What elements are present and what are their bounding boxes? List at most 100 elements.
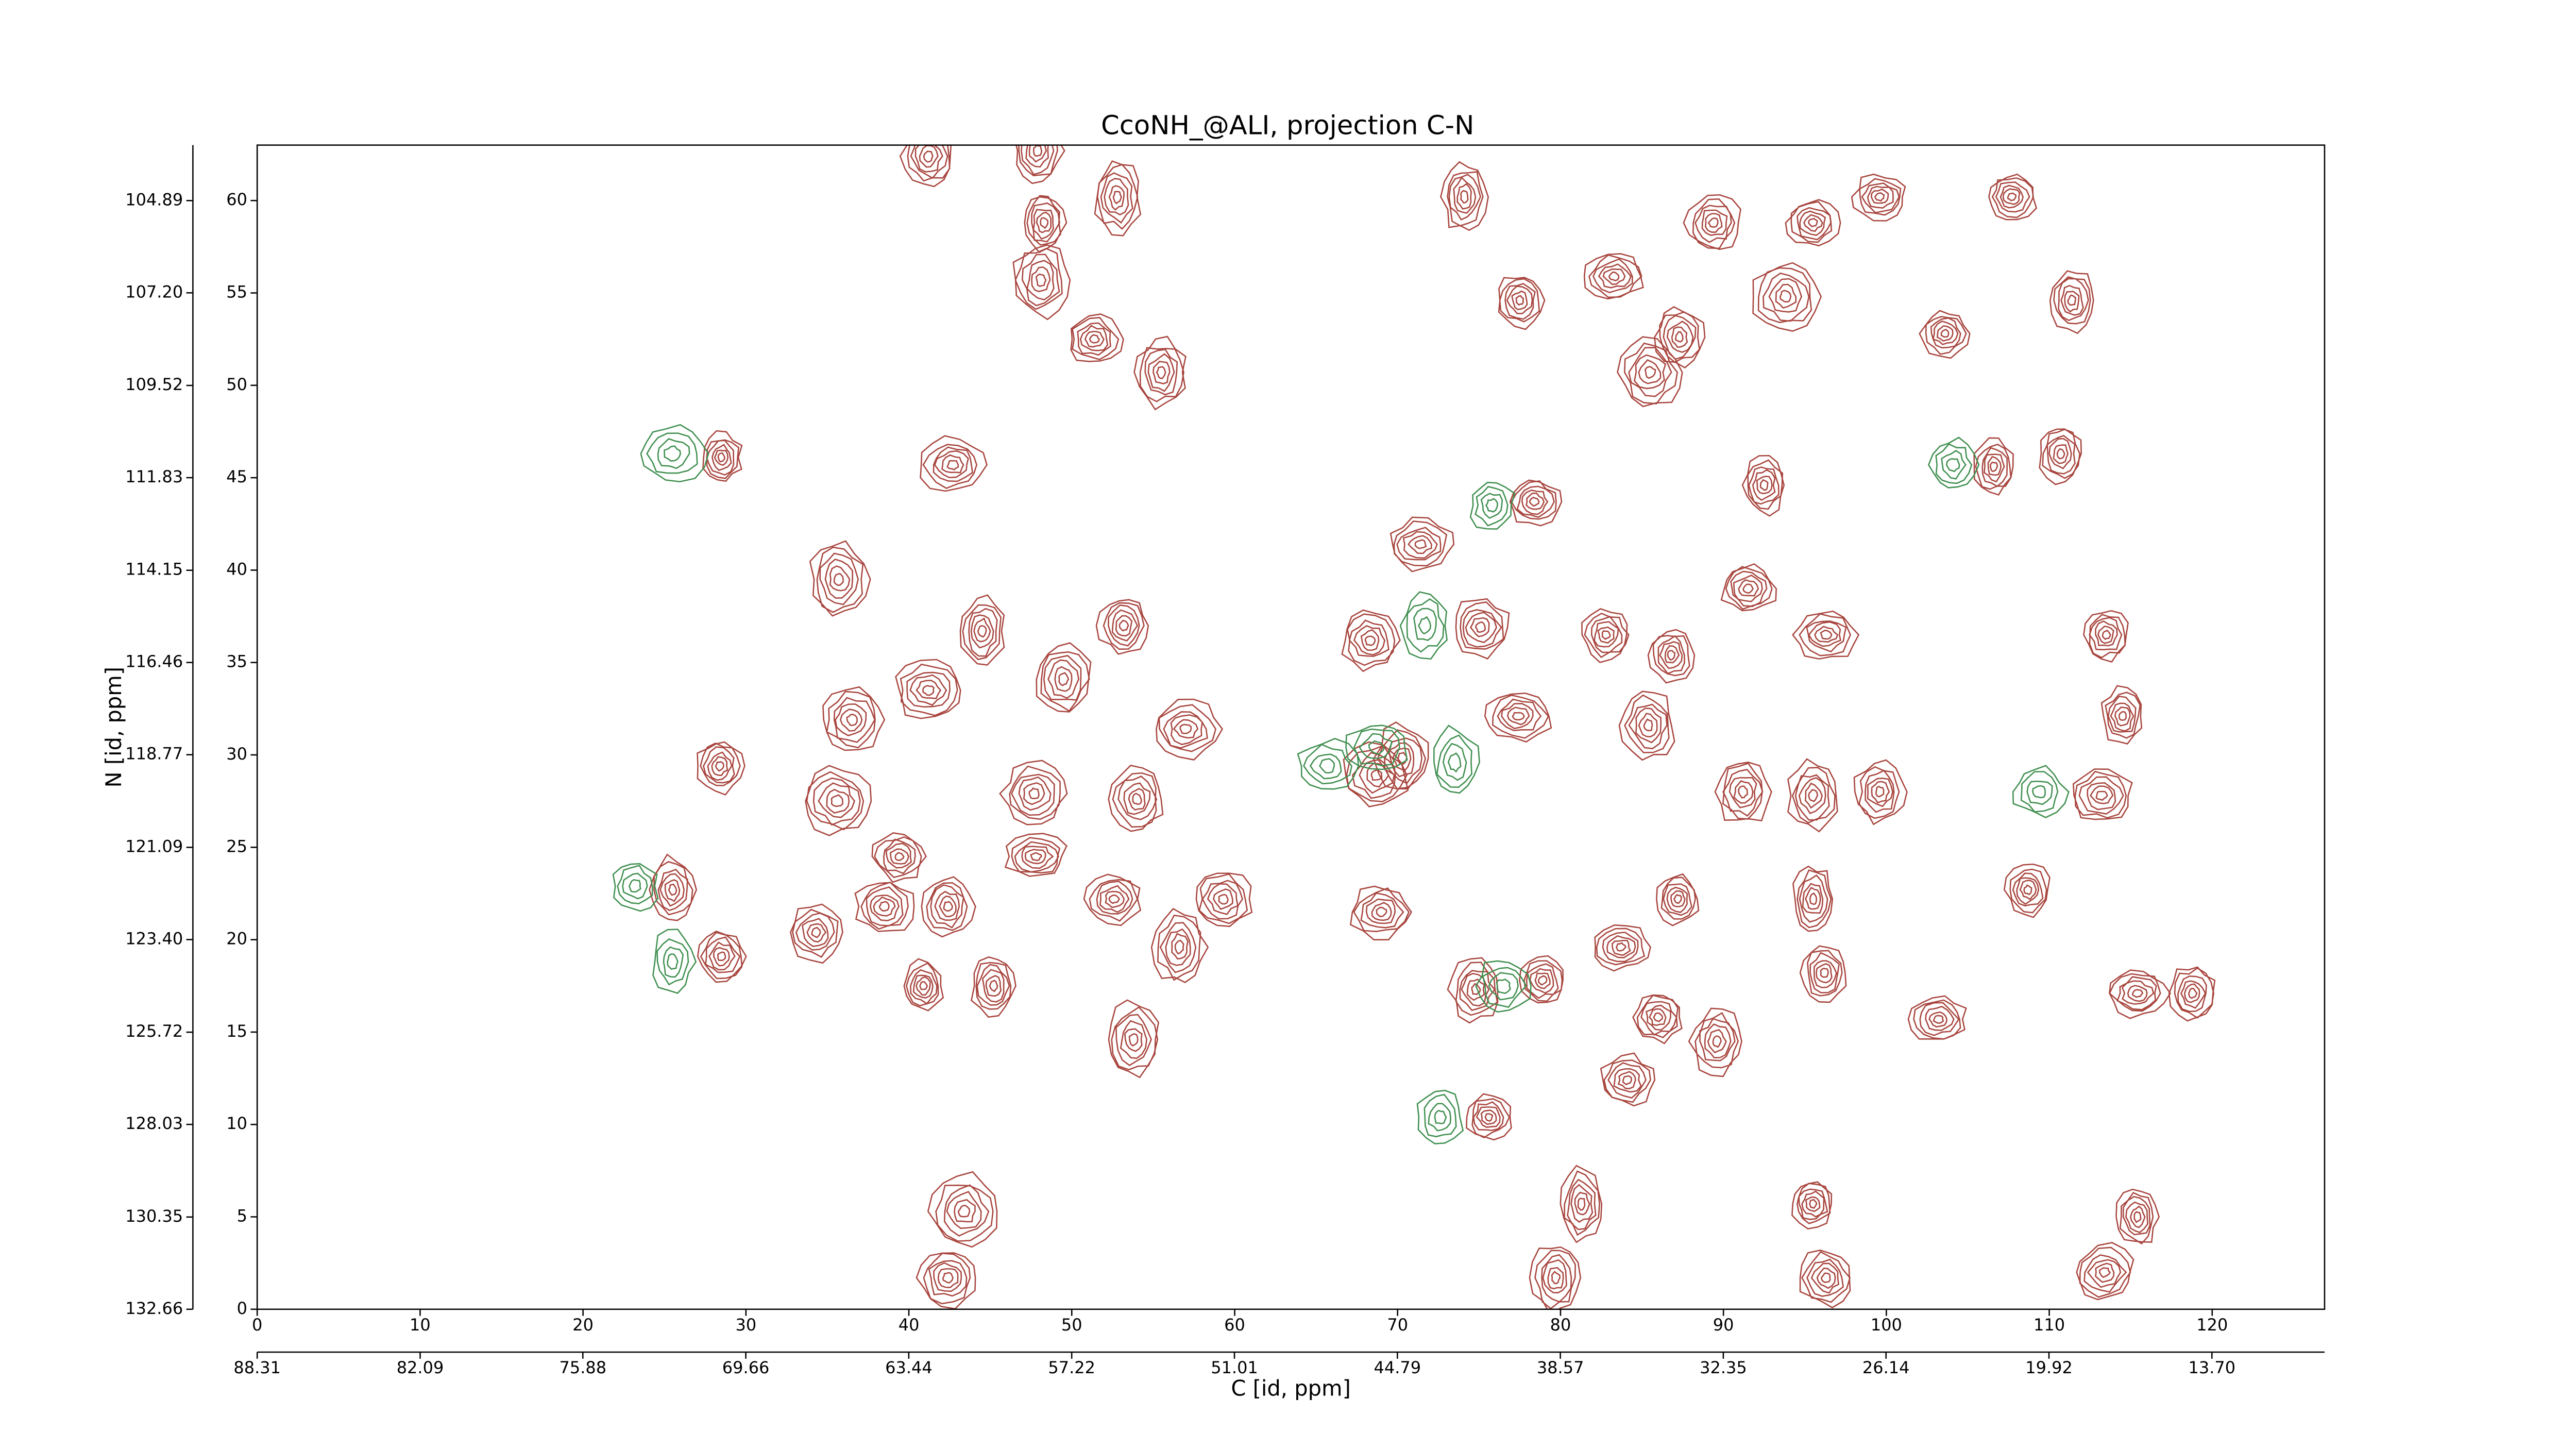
y2-tick-label: 123.40 [125,929,183,948]
peak [1973,437,2014,496]
peak [1070,313,1124,362]
peak [809,540,871,617]
peak [1919,310,1971,359]
y-tick-label: 45 [226,467,247,486]
peak [2039,428,2082,485]
peak [1095,599,1149,655]
contour-rings [1988,173,2038,221]
x2-tick-label: 13.70 [2189,1358,2236,1377]
contour-rings [1617,336,1683,408]
peak [1799,945,1847,1003]
contour-rings [1343,741,1409,807]
contour-rings [1416,1089,1464,1144]
contour-rings [1108,999,1159,1079]
peak [1433,724,1480,794]
peak [1297,737,1360,790]
peak [899,145,952,188]
peak [1484,692,1552,743]
x-tick-label: 20 [572,1315,594,1335]
contour-rings [640,424,709,483]
contour-rings [2168,966,2216,1022]
peak [971,956,1016,1018]
contour-rings [2100,685,2143,745]
y2-tick-label: 116.46 [125,652,183,671]
peak [999,760,1068,825]
peak [1440,161,1489,231]
y2-tick-label: 114.15 [125,560,183,579]
peak [871,832,927,883]
contour-rings [1973,437,2014,496]
contour-rings [1095,599,1149,655]
peak [2073,768,2133,820]
x-tick-label: 120 [2196,1315,2228,1335]
peak [1785,199,1841,247]
contour-rings [1791,1181,1833,1229]
contour-rings [1792,610,1860,660]
contour-rings [1433,724,1480,794]
peak [697,741,745,796]
peak [1988,173,2038,221]
contour-rings [649,853,698,921]
contour-rings [854,881,915,932]
x-tick-label: 80 [1550,1315,1571,1335]
contour-rings [1004,833,1067,877]
contour-rings [1799,945,1847,1003]
peak [1617,336,1683,408]
peak [1799,1249,1851,1309]
contour-rings [2109,969,2172,1019]
peak [649,853,698,921]
x2-tick-label: 38.57 [1537,1358,1584,1377]
peak [1594,924,1651,972]
contour-rings [1297,737,1360,790]
peak [2083,610,2129,663]
x2-tick-label: 32.35 [1700,1358,1747,1377]
plot-frame [256,144,2326,1310]
y2-tick-label: 130.35 [125,1206,183,1226]
contour-rings [1647,629,1696,684]
peak [1399,591,1448,660]
contour-rings [790,903,843,964]
peak [2049,270,2094,334]
y-tick-label: 40 [226,559,247,579]
contour-rings [2049,270,2094,334]
peak [1529,1246,1582,1309]
peak [2100,685,2143,745]
peak [1752,262,1822,332]
contour-rings [1581,608,1630,663]
y2-tick-label: 128.03 [125,1114,183,1133]
contour-rings [2039,428,2082,485]
y2-tick-label: 118.77 [125,744,183,764]
peak [2003,863,2050,918]
peak [822,686,886,751]
y-tick-label: 0 [237,1299,247,1318]
contour-rings [1560,1165,1603,1243]
contour-rings [1469,482,1516,530]
contour-rings [1094,160,1142,237]
contour-rings [999,760,1068,825]
contour-rings [1714,762,1772,822]
peak [1600,1052,1656,1107]
contour-rings [1853,759,1908,825]
peak [1618,690,1675,761]
contour-rings [1341,609,1401,672]
x-tick-label: 90 [1713,1315,1734,1335]
contour-rings [1600,1052,1656,1107]
peak [1688,1007,1742,1077]
peak [1560,1165,1603,1243]
peak [1195,872,1253,928]
contour-rings [1907,995,1967,1040]
contour-rings [1594,924,1651,972]
contour-rings [1583,253,1644,300]
x-tick-label: 100 [1871,1315,1902,1335]
contour-rings [1529,1246,1582,1309]
peak [697,930,747,983]
x2-tick-label: 63.44 [885,1358,933,1377]
peak [1447,957,1499,1024]
contour-rings [895,659,961,719]
x-tick-label: 30 [735,1315,756,1335]
contour-rings [1345,724,1408,770]
y2-tick-label: 121.09 [125,836,183,856]
